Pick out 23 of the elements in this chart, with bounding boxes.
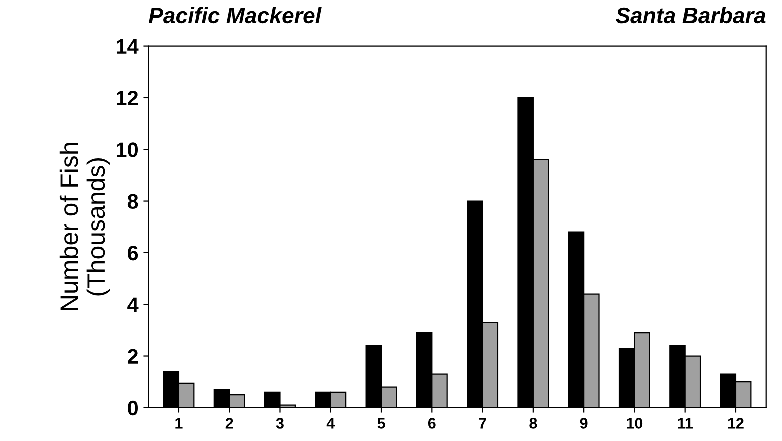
y-axis-title: Number of Fish (Thousands) — [60, 143, 110, 310]
chart-title: Pacific Mackerel — [148, 7, 322, 24]
chart-subtitle: Santa Barbara — [616, 7, 766, 24]
y-tick-label: 10 — [117, 142, 138, 158]
x-tick-label: 5 — [378, 418, 386, 429]
y-tick-label: 12 — [117, 90, 138, 106]
x-tick-label: 11 — [678, 418, 693, 429]
x-tick-label: 12 — [728, 418, 744, 429]
x-tick-label: 2 — [226, 418, 234, 429]
y-tick-label: 14 — [117, 40, 139, 54]
x-tick-label: 1 — [176, 418, 183, 429]
y-tick-label: 6 — [128, 246, 138, 261]
x-tick-label: 8 — [530, 418, 538, 429]
y-tick-label: 8 — [128, 194, 138, 210]
y-tick-label: 4 — [128, 298, 139, 312]
x-tick-label: 10 — [627, 418, 643, 429]
x-tick-label: 9 — [580, 418, 588, 429]
y-tick-label: 0 — [128, 400, 138, 416]
x-tick-label: 3 — [276, 418, 284, 429]
x-tick-label: 4 — [326, 418, 336, 429]
y-tick-label: 2 — [128, 349, 138, 364]
x-tick-label: 7 — [479, 418, 486, 429]
x-tick-label: 6 — [428, 418, 436, 429]
